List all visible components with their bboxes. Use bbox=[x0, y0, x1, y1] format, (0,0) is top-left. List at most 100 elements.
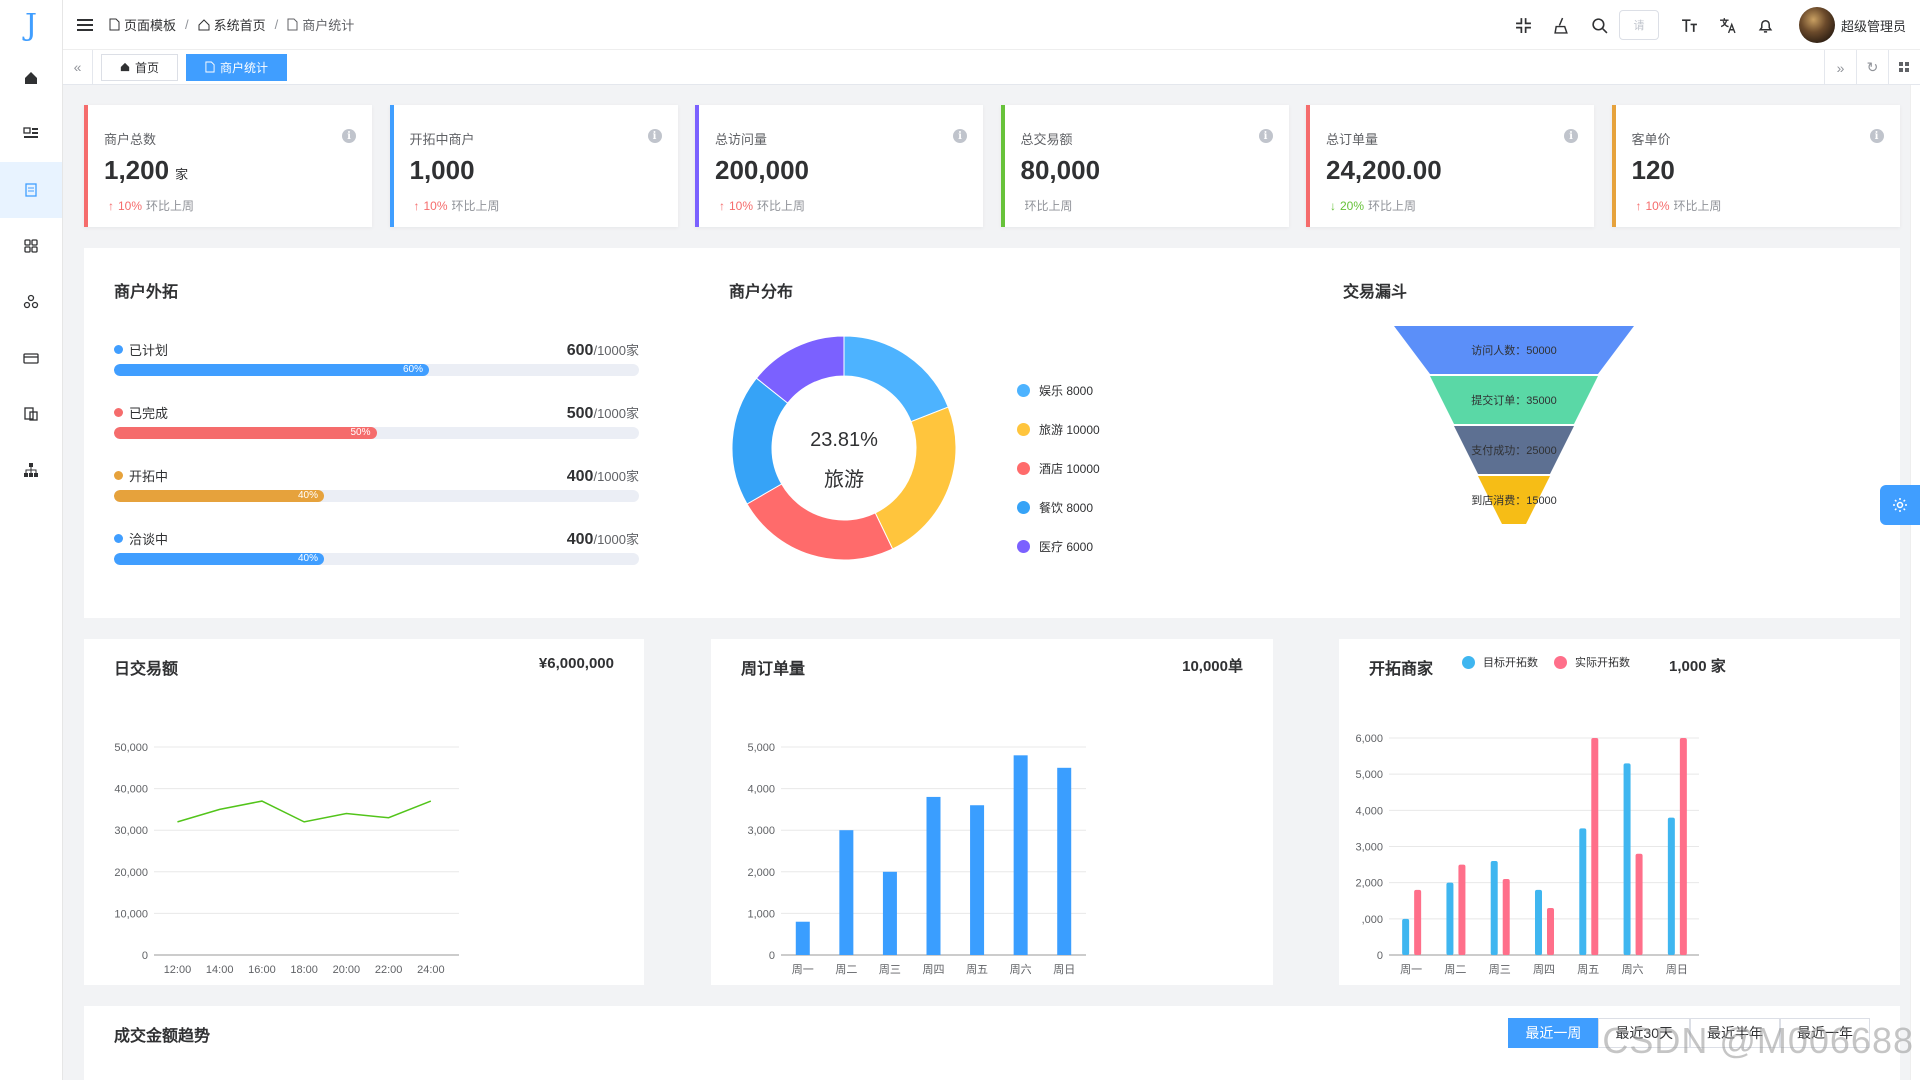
search-input[interactable]: 请 bbox=[1618, 10, 1659, 40]
sidebar-item-2[interactable] bbox=[0, 106, 62, 162]
stat-footer: ↑ 10% 环比上周 bbox=[1636, 197, 1722, 214]
bar-目标开拓数-周六[interactable] bbox=[1623, 763, 1631, 955]
watermark: CSDN @M006688 bbox=[1602, 1020, 1914, 1061]
sidebar-item-4[interactable] bbox=[0, 218, 62, 274]
funnel-stage[interactable] bbox=[1454, 426, 1574, 474]
bar-目标开拓数-周四[interactable] bbox=[1535, 889, 1542, 955]
donut-slice-医疗[interactable] bbox=[755, 335, 845, 404]
legend-item[interactable]: 医疗 6000 bbox=[1017, 538, 1093, 555]
info-icon[interactable]: i bbox=[953, 129, 967, 143]
file-icon bbox=[205, 61, 215, 73]
translate-icon[interactable] bbox=[1709, 0, 1747, 50]
info-icon[interactable]: i bbox=[1258, 129, 1273, 143]
sidebar-item-1[interactable] bbox=[0, 50, 62, 106]
range-button[interactable]: 最近30天 bbox=[1598, 1018, 1690, 1048]
info-icon[interactable]: i bbox=[647, 129, 662, 143]
bar-周一[interactable] bbox=[795, 921, 810, 955]
bar-目标开拓数-周三[interactable] bbox=[1490, 860, 1498, 955]
weekly-panel: 周订单量 10,000单 0 1,000 2,000 3,000 4,000 5,000 周… bbox=[711, 639, 1273, 985]
bar-目标开拓数-周五[interactable] bbox=[1579, 828, 1587, 955]
legend-item[interactable]: 餐饮 8000 bbox=[1017, 499, 1093, 516]
legend-item[interactable]: 娱乐 8000 bbox=[1017, 382, 1093, 399]
sidebar-item-3[interactable] bbox=[0, 162, 62, 218]
x-tick-label: 周四 bbox=[923, 963, 945, 976]
bar-实际开拓数-周五[interactable] bbox=[1591, 738, 1599, 955]
info-icon[interactable]: i bbox=[1564, 129, 1578, 143]
donut-slice-旅游[interactable] bbox=[874, 406, 957, 550]
sidebar-item-8[interactable] bbox=[0, 442, 62, 498]
bar-周二[interactable] bbox=[839, 830, 854, 955]
bar-实际开拓数-周日[interactable] bbox=[1679, 738, 1687, 955]
tabs-scroll-left-icon[interactable]: « bbox=[63, 49, 93, 85]
y-tick-label: 0 bbox=[142, 950, 148, 962]
tab-home[interactable]: 首页 bbox=[101, 53, 179, 81]
info-icon[interactable]: i bbox=[1869, 129, 1884, 143]
funnel-stage[interactable] bbox=[1430, 376, 1598, 424]
progress-count: 500 bbox=[566, 405, 594, 422]
arrow-down-icon: ↓ bbox=[1330, 198, 1336, 213]
sidebar-item-7[interactable] bbox=[0, 386, 62, 442]
stat-unit: 家 bbox=[175, 167, 189, 182]
stat-value: 24,200.00 bbox=[1326, 155, 1442, 185]
donut-slice-娱乐[interactable] bbox=[843, 335, 949, 423]
search-icon[interactable] bbox=[1581, 0, 1619, 50]
progress-total: /1000家 bbox=[593, 469, 639, 484]
progress-track: 50% bbox=[114, 427, 639, 439]
funnel-stage[interactable] bbox=[1478, 476, 1550, 524]
merchants-panel: 开拓商家 目标开拓数 实际开拓数 1,000 家 0 ,000 2,000 3,000… bbox=[1339, 639, 1900, 985]
bar-实际开拓数-周六[interactable] bbox=[1635, 853, 1643, 955]
stat-value: 1,000 bbox=[409, 155, 475, 185]
x-tick-label: 周三 bbox=[879, 963, 901, 976]
y-tick-label: 3,000 bbox=[1355, 842, 1383, 854]
settings-gear-icon[interactable] bbox=[1880, 485, 1920, 525]
x-tick-label: 22:00 bbox=[375, 964, 403, 976]
vertical-scrollbar[interactable] bbox=[1910, 85, 1920, 1080]
bar-周日[interactable] bbox=[1057, 767, 1072, 955]
bar-实际开拓数-周三[interactable] bbox=[1502, 879, 1510, 955]
info-icon[interactable]: i bbox=[342, 129, 356, 143]
bar-目标开拓数-周二[interactable] bbox=[1446, 882, 1454, 955]
arrow-up-icon: ↑ bbox=[413, 198, 420, 213]
y-tick-label: 1,000 bbox=[747, 908, 775, 920]
line-series[interactable] bbox=[177, 800, 432, 823]
fullscreen-exit-icon[interactable] bbox=[1505, 0, 1543, 50]
legend-dot-icon bbox=[1017, 462, 1030, 475]
bar-周三[interactable] bbox=[882, 871, 897, 955]
bar-周四[interactable] bbox=[926, 796, 941, 955]
bar-实际开拓数-周二[interactable] bbox=[1458, 864, 1466, 955]
tab-merchant-stats[interactable]: 商户统计 bbox=[186, 53, 288, 81]
avatar[interactable] bbox=[1798, 7, 1835, 43]
range-button[interactable]: 最近一年 bbox=[1780, 1018, 1870, 1048]
tabs-scroll-right-icon[interactable]: » bbox=[1824, 50, 1856, 85]
funnel-stage[interactable] bbox=[1394, 326, 1634, 374]
breadcrumb-item-template[interactable]: 页面模板 bbox=[109, 15, 176, 34]
legend-item[interactable]: 酒店 10000 bbox=[1017, 460, 1100, 477]
clear-cache-icon[interactable] bbox=[1543, 0, 1581, 50]
bar-目标开拓数-周日[interactable] bbox=[1667, 817, 1675, 955]
breadcrumb-item-home[interactable]: 系统首页 bbox=[198, 15, 266, 34]
sidebar-item-6[interactable] bbox=[0, 330, 62, 386]
bell-icon[interactable] bbox=[1747, 0, 1785, 50]
refresh-icon[interactable]: ↻ bbox=[1856, 50, 1888, 85]
bar-周六[interactable] bbox=[1013, 755, 1028, 955]
donut-slice-酒店[interactable] bbox=[746, 483, 894, 561]
legend-item[interactable]: 旅游 10000 bbox=[1017, 421, 1100, 438]
progress-total: /1000家 bbox=[593, 406, 639, 421]
distribution-donut-chart: 23.81% 旅游 bbox=[731, 335, 957, 561]
weekly-title: 周订单量 bbox=[741, 661, 806, 678]
user-name[interactable]: 超级管理员 bbox=[1840, 18, 1906, 34]
breadcrumb-item-current: 商户统计 bbox=[287, 15, 354, 34]
bar-实际开拓数-周一[interactable] bbox=[1414, 889, 1422, 955]
stat-footer: ↑ 10% 环比上周 bbox=[108, 197, 194, 214]
y-tick-label: 20,000 bbox=[114, 867, 148, 879]
font-size-icon[interactable] bbox=[1671, 0, 1709, 50]
range-button[interactable]: 最近一周 bbox=[1508, 1018, 1599, 1048]
progress-label: 已计划 bbox=[114, 340, 168, 359]
tabs-menu-icon[interactable] bbox=[1888, 50, 1920, 85]
bar-周五[interactable] bbox=[970, 805, 985, 955]
bar-实际开拓数-周四[interactable] bbox=[1547, 907, 1554, 955]
bar-目标开拓数-周一[interactable] bbox=[1402, 918, 1410, 955]
sidebar-item-5[interactable] bbox=[0, 274, 62, 330]
range-button[interactable]: 最近半年 bbox=[1690, 1018, 1780, 1048]
menu-toggle-icon[interactable] bbox=[75, 15, 95, 35]
